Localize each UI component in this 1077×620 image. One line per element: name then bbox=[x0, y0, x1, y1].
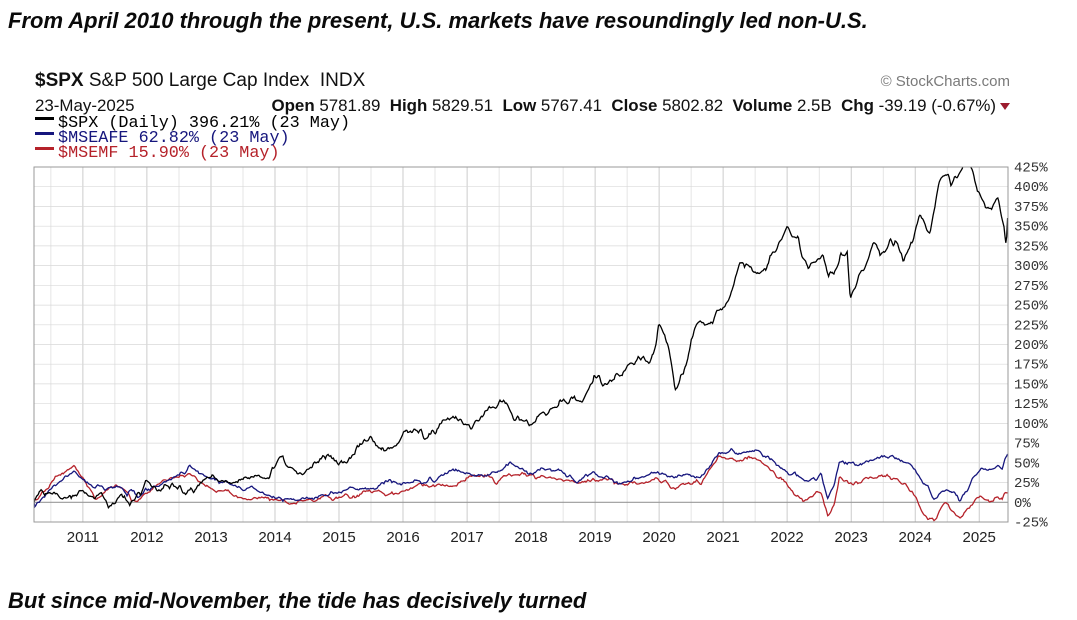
svg-text:2012: 2012 bbox=[130, 529, 163, 546]
svg-text:75%: 75% bbox=[1014, 437, 1040, 453]
svg-text:2018: 2018 bbox=[514, 529, 547, 546]
svg-text:2024: 2024 bbox=[899, 529, 932, 546]
svg-text:100%: 100% bbox=[1014, 417, 1048, 433]
svg-text:2022: 2022 bbox=[770, 529, 803, 546]
svg-text:50%: 50% bbox=[1014, 456, 1040, 472]
svg-text:2019: 2019 bbox=[578, 529, 611, 546]
svg-text:2013: 2013 bbox=[194, 529, 227, 546]
svg-text:350%: 350% bbox=[1014, 220, 1048, 236]
svg-text:2011: 2011 bbox=[67, 529, 99, 546]
svg-text:2014: 2014 bbox=[258, 529, 291, 546]
svg-text:25%: 25% bbox=[1014, 476, 1040, 492]
svg-text:2023: 2023 bbox=[835, 529, 868, 546]
svg-text:0%: 0% bbox=[1014, 496, 1031, 512]
svg-text:175%: 175% bbox=[1014, 358, 1048, 374]
svg-text:375%: 375% bbox=[1014, 200, 1048, 216]
svg-text:225%: 225% bbox=[1014, 318, 1048, 334]
svg-text:2017: 2017 bbox=[450, 529, 483, 546]
svg-text:425%: 425% bbox=[1014, 161, 1048, 177]
svg-text:200%: 200% bbox=[1014, 338, 1048, 354]
svg-text:400%: 400% bbox=[1014, 180, 1048, 196]
svg-text:275%: 275% bbox=[1014, 279, 1048, 295]
svg-text:250%: 250% bbox=[1014, 299, 1048, 315]
svg-text:325%: 325% bbox=[1014, 239, 1048, 255]
svg-text:2020: 2020 bbox=[642, 529, 675, 546]
svg-text:2015: 2015 bbox=[322, 529, 355, 546]
svg-text:150%: 150% bbox=[1014, 377, 1048, 393]
svg-text:2021: 2021 bbox=[706, 529, 739, 546]
svg-text:300%: 300% bbox=[1014, 259, 1048, 275]
svg-text:2025: 2025 bbox=[963, 529, 996, 546]
svg-text:-25%: -25% bbox=[1014, 516, 1048, 532]
svg-text:125%: 125% bbox=[1014, 397, 1048, 413]
svg-text:2016: 2016 bbox=[386, 529, 419, 546]
